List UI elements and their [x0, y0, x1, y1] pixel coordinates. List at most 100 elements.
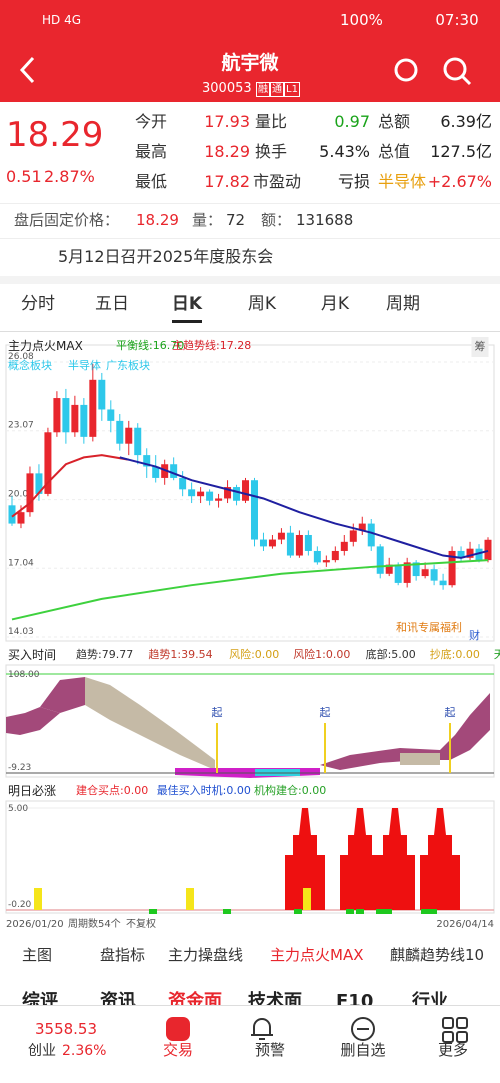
candle-body [179, 477, 187, 490]
battery: 100% [340, 11, 383, 29]
tag: 半导体 [68, 359, 101, 372]
promo[interactable]: 和讯专属福利 [396, 621, 462, 634]
search-icon[interactable] [443, 57, 467, 81]
candle-body [457, 550, 465, 558]
candle-body [116, 420, 124, 444]
candle-body [98, 379, 106, 410]
toolbar-item[interactable]: 主图 [22, 946, 53, 964]
field-value: +2.67% [427, 172, 492, 191]
icon [442, 1017, 454, 1029]
tag: 概念板块 [8, 359, 52, 372]
signal-dot [346, 909, 354, 914]
ma-line [11, 454, 129, 518]
y-tick-label: 14.03 [8, 627, 34, 637]
nav-icons [166, 1017, 468, 1043]
signal-spike [285, 808, 325, 910]
panel-item: 建仓买点:0.00 [76, 784, 149, 797]
signal-dot [384, 909, 392, 914]
badge: 通 [270, 82, 284, 97]
candle-body [331, 550, 339, 561]
toolbar-item[interactable]: 主力操盘线 [168, 946, 244, 964]
toolbar-item[interactable]: 麒麟趋势线10 [390, 946, 485, 964]
label: 额： [261, 211, 292, 229]
candle-body [125, 427, 133, 444]
candle-body [439, 580, 447, 586]
badge: 筹 [471, 337, 489, 357]
signal-bar [34, 888, 42, 910]
field-value: 6.39亿 [440, 112, 492, 131]
candle-body [259, 539, 267, 547]
indicator-name[interactable]: 主力点火MAX [8, 339, 83, 353]
candle-body [475, 548, 483, 561]
notice[interactable]: 5月12日召开2025年度股东会 [58, 247, 274, 266]
period-tab[interactable]: 日K [171, 294, 203, 314]
period-tab[interactable]: 周期 [386, 294, 420, 314]
candle-body [170, 464, 178, 478]
candle-body [322, 560, 330, 563]
field-value: 17.93 [204, 112, 250, 131]
field-label: 最低 [135, 172, 168, 191]
candle-body [340, 541, 348, 551]
candle-body [71, 404, 79, 433]
nav-item[interactable]: 预警 [254, 1041, 286, 1059]
candle-body [143, 455, 151, 467]
y-tick-label: 17.04 [8, 558, 34, 568]
icon [456, 1017, 468, 1029]
ribbon [6, 707, 60, 735]
toolbar-item[interactable]: 盘指标 [100, 946, 146, 964]
period-tab[interactable]: 周K [247, 294, 277, 314]
signal-dot [421, 909, 429, 914]
signal-dot [294, 909, 302, 914]
field-value: 127.5亿 [430, 142, 492, 161]
kline-chart: 14.03 17.04 20.05 23.07 26.08 108.00 -9.23 起 起 起 5… [5, 344, 495, 914]
field-value: 17.82 [204, 172, 250, 191]
candle-body [89, 379, 97, 437]
nav-item[interactable]: 更多 [437, 1041, 469, 1059]
panel-title[interactable]: 明日必涨 [8, 784, 57, 798]
ma-line [11, 559, 489, 621]
candle-body [313, 550, 321, 563]
candle-body [304, 534, 312, 551]
candle-body [152, 466, 160, 478]
period-tab[interactable]: 月K [320, 294, 350, 314]
nav-item[interactable]: 交易 [162, 1041, 194, 1059]
panel-item: 最佳买入时机:0.00 [156, 784, 251, 797]
date: 2026/01/20 [6, 919, 64, 930]
ma-line [119, 456, 489, 559]
candle-body [197, 491, 205, 497]
period-tab[interactable]: 五日 [95, 294, 129, 314]
ribbon [85, 677, 215, 770]
toolbar-item[interactable]: 主力点火MAX [270, 946, 364, 964]
candle-body [53, 398, 61, 433]
divider [0, 203, 500, 204]
robot-icon[interactable] [394, 58, 418, 82]
candle-body [8, 505, 16, 524]
stock-code: 300053 [202, 81, 252, 96]
label: 盘后固定价格： [14, 211, 120, 229]
candle-body [421, 569, 429, 577]
back-icon[interactable] [19, 56, 35, 84]
candle-body [26, 473, 34, 513]
icon [166, 1017, 190, 1041]
divider [0, 276, 500, 284]
ribbon [400, 753, 440, 765]
candle-body [358, 523, 366, 531]
panel-item: 趋势:79.77 [76, 648, 134, 661]
nav-item[interactable]: 删自选 [340, 1041, 386, 1059]
change: 0.51 [6, 167, 42, 186]
candle-body [242, 480, 250, 501]
index-name: 创业 [28, 1043, 56, 1059]
period-tab[interactable]: 分时 [21, 294, 55, 314]
candle-body [62, 398, 70, 433]
candle-body [44, 432, 52, 494]
label: 周期数54个 [68, 919, 121, 930]
panel-title[interactable]: 买入时间 [8, 648, 57, 662]
candle-body [134, 427, 142, 456]
divider [0, 331, 500, 332]
panel-item: 抄底:0.00 [429, 648, 480, 661]
divider [0, 238, 500, 239]
candle-body [430, 569, 438, 581]
signal-dot [429, 909, 437, 914]
signal-dot [356, 909, 364, 914]
icon [456, 1031, 468, 1043]
